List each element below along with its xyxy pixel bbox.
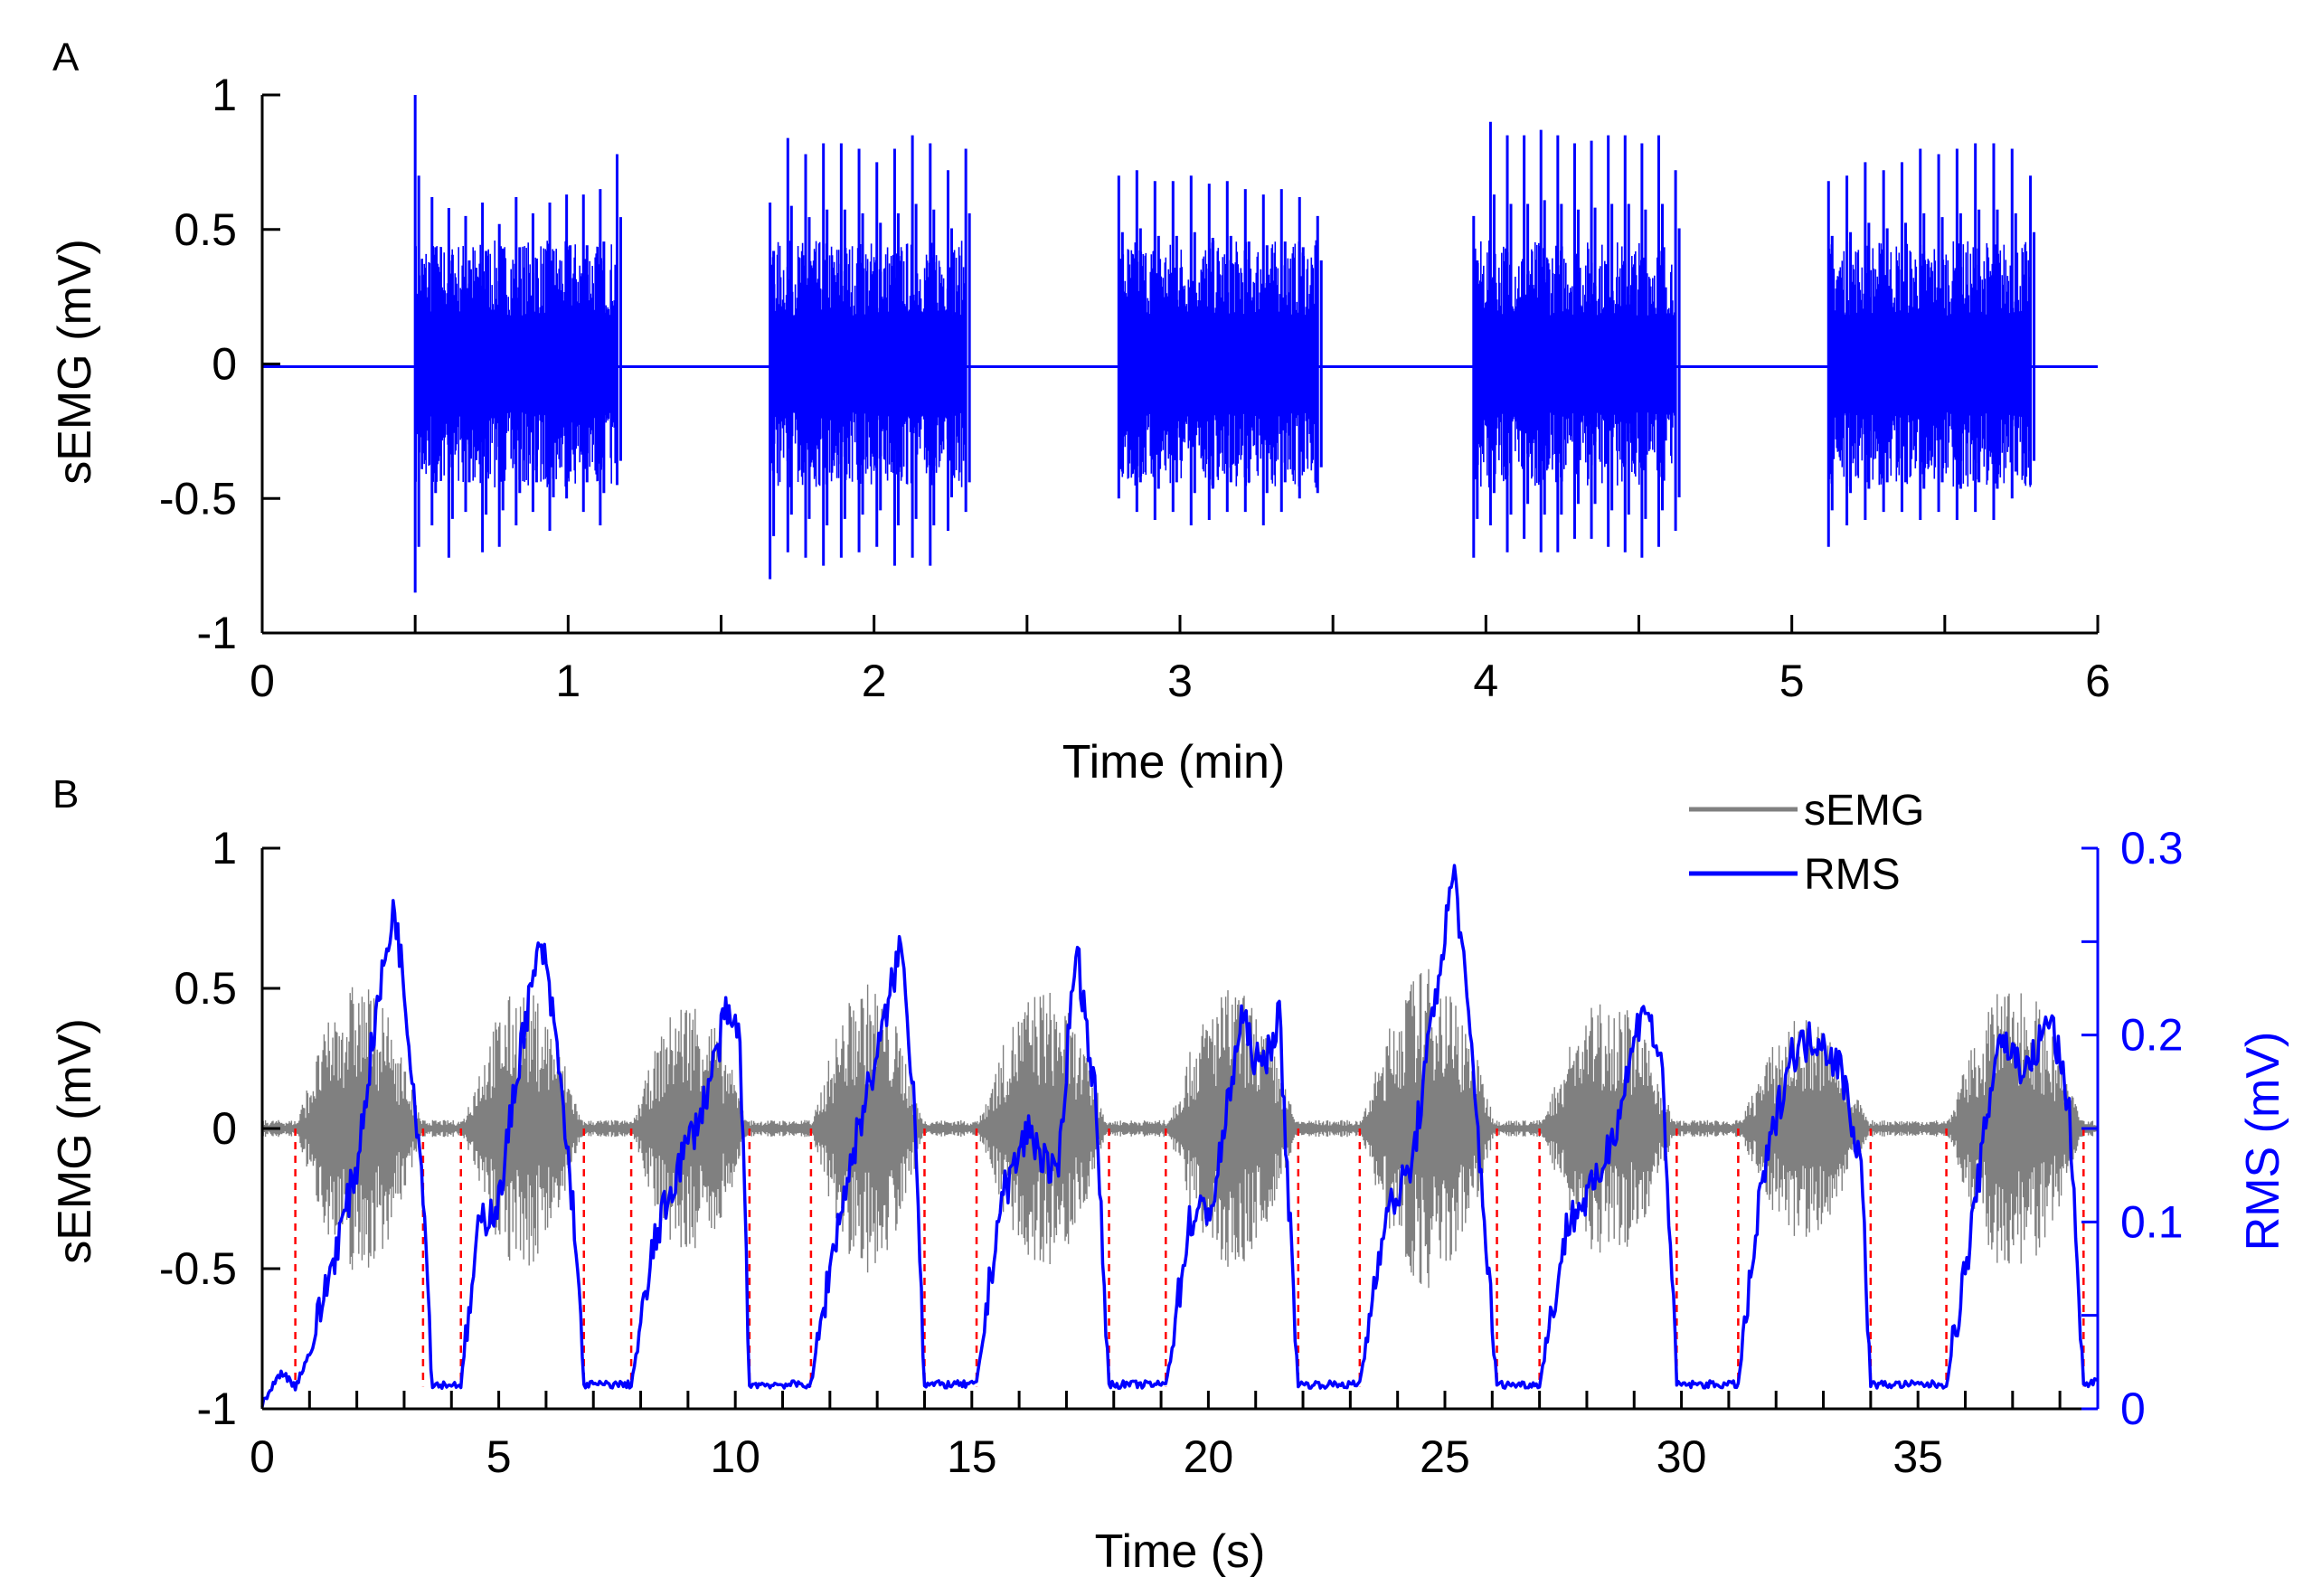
- panel-b-y2-tick-label: 0.2: [2120, 1010, 2184, 1061]
- panel-a-x-tick-label: 3: [1167, 656, 1193, 706]
- panel-b-y2label: RMS (mV): [2237, 1032, 2289, 1251]
- panel-b-y-tick-label: -1: [197, 1384, 237, 1434]
- semg-burst-5: [1826, 143, 2036, 547]
- panel-b-y-tick-label: 0.5: [174, 963, 237, 1014]
- semg-burst-5-body: [1827, 241, 2032, 487]
- panel-a-y-tick-label: 0.5: [174, 204, 237, 255]
- panel-b-x-tick-label: 35: [1892, 1431, 1943, 1482]
- panel-b-rms-series: [260, 864, 2100, 1408]
- panel-b-x-tick-label: 25: [1420, 1431, 1470, 1482]
- panel-a-x-tick-label: 1: [555, 656, 580, 706]
- panel-a-x-tick-label: 2: [862, 656, 887, 706]
- rms-trace: [260, 864, 2100, 1408]
- panel-b-y-tick-label: 0: [212, 1103, 237, 1154]
- panel-a-y-tick-label: 0: [212, 339, 237, 390]
- panel-a-ylabel: sEMG (mV): [49, 239, 101, 485]
- panel-a-x-tick-label: 6: [2085, 656, 2110, 706]
- panel-a-x-tick-label: 0: [250, 656, 275, 706]
- panel-b-y2-tick-label: 0: [2120, 1384, 2146, 1434]
- panel-b-y2-tick-label: 0.3: [2120, 823, 2184, 874]
- panel-a-label: A: [52, 35, 80, 80]
- panel-a-semg-series: [262, 95, 2098, 593]
- panel-b-x-tick-label: 0: [250, 1431, 275, 1482]
- panel-b-xlabel: Time (s): [1095, 1525, 1266, 1578]
- panel-a-xlabel: Time (min): [1062, 736, 1286, 789]
- panel-a-y-tick-label: -0.5: [159, 473, 237, 524]
- panel-a: A -1 -0.5 0 0.5 1 0 1 2 3 4 5 6 Time (min) sEMG (mV…: [49, 35, 2110, 789]
- panel-a-x-tick-label: 4: [1473, 656, 1498, 706]
- panel-b-y-tick-label: -0.5: [159, 1243, 237, 1294]
- semg-burst-3: [1117, 170, 1323, 525]
- semg-burst-2: [769, 135, 971, 580]
- panel-a-y-tick-label: -1: [197, 608, 237, 658]
- panel-b-y2-tick-label: 0.1: [2120, 1196, 2184, 1247]
- panel-b-x-tick-label: 20: [1184, 1431, 1234, 1482]
- legend-label-rms: RMS: [1804, 851, 1901, 899]
- panel-a-y-tick-label: 1: [212, 70, 237, 120]
- panel-b-x-tick-label: 30: [1656, 1431, 1707, 1482]
- panel-a-x-tick-label: 5: [1779, 656, 1805, 706]
- panel-b-y-tick-label: 1: [212, 823, 237, 874]
- semg-burst-1: [413, 95, 622, 593]
- panel-a-axes: -1 -0.5 0 0.5 1 0 1 2 3 4 5 6: [159, 70, 2110, 706]
- semg-burst-2-body: [769, 241, 967, 487]
- panel-b-x-tick-label: 5: [486, 1431, 512, 1482]
- panel-b-x-tick-label: 10: [710, 1431, 760, 1482]
- semg-burst-4: [1472, 121, 1681, 558]
- panel-b-ylabel: sEMG (mV): [49, 1018, 101, 1264]
- legend: sEMG RMS: [1689, 787, 1924, 899]
- panel-b-x-tick-label: 15: [947, 1431, 997, 1482]
- panel-b-label: B: [52, 772, 79, 817]
- legend-label-semg: sEMG: [1804, 787, 1924, 835]
